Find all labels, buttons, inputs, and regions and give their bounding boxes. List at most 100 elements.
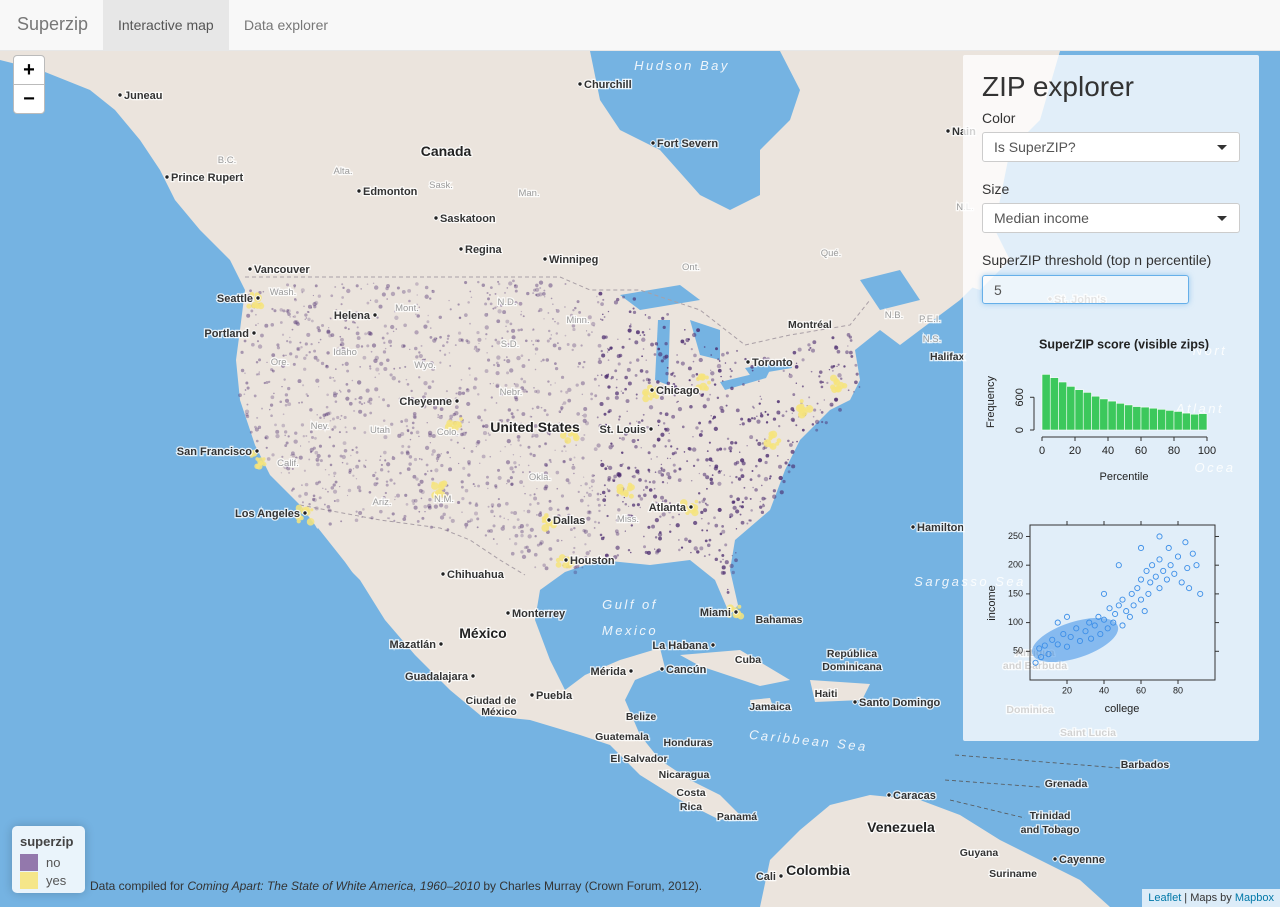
- zip-circle: [705, 504, 707, 506]
- zip-circle: [324, 468, 327, 471]
- size-select[interactable]: Median income: [982, 203, 1240, 233]
- zip-circle: [702, 404, 707, 409]
- zip-circle: [301, 384, 305, 387]
- zip-circle: [498, 419, 501, 422]
- zip-circle: [367, 400, 371, 404]
- zip-circle: [476, 440, 481, 444]
- zip-circle: [729, 516, 732, 519]
- zip-circle: [431, 453, 434, 456]
- zip-circle: [787, 459, 789, 461]
- zip-circle: [600, 302, 604, 306]
- zip-circle: [729, 494, 733, 499]
- zip-circle: [273, 392, 275, 395]
- leaflet-link[interactable]: Leaflet: [1148, 892, 1182, 904]
- zip-circle: [584, 532, 586, 535]
- zip-circle: [635, 330, 640, 335]
- zip-circle: [483, 408, 487, 412]
- zoom-in[interactable]: +: [13, 55, 45, 85]
- superzip-circle: [642, 395, 650, 403]
- zip-circle: [285, 441, 289, 445]
- zip-circle: [610, 442, 613, 445]
- zip-circle: [658, 352, 663, 357]
- zip-circle: [576, 412, 581, 416]
- zip-circle: [340, 414, 343, 417]
- zip-circle: [292, 362, 296, 366]
- zip-circle: [532, 453, 536, 458]
- zip-circle: [618, 418, 621, 421]
- zip-circle: [606, 514, 609, 518]
- scatter-point: [1097, 631, 1104, 638]
- brand[interactable]: Superzip: [17, 14, 89, 34]
- zip-circle: [281, 333, 285, 336]
- zip-circle: [741, 501, 744, 504]
- zip-circle: [755, 439, 758, 442]
- zip-circle: [702, 472, 707, 477]
- y-tick-label: 50: [1013, 646, 1023, 656]
- zip-circle: [491, 345, 494, 348]
- zip-circle: [307, 317, 311, 321]
- zip-circle: [339, 391, 342, 393]
- zip-circle: [271, 353, 276, 357]
- zip-circle: [370, 516, 374, 520]
- zip-circle: [415, 282, 419, 286]
- city-label: Monterrey: [512, 608, 566, 620]
- color-select[interactable]: Is SuperZIP?: [982, 132, 1240, 162]
- zip-circle: [388, 517, 391, 520]
- superzip-circle: [775, 441, 780, 446]
- zip-circle: [320, 361, 325, 366]
- place-label: El Salvador: [610, 753, 667, 765]
- zip-circle: [710, 369, 712, 371]
- tab[interactable]: Data explorer: [244, 17, 329, 33]
- zip-circle: [690, 479, 693, 482]
- threshold-input[interactable]: 5: [982, 275, 1189, 304]
- zip-circle: [719, 447, 723, 451]
- zip-circle: [660, 432, 665, 437]
- zip-circle: [547, 312, 550, 314]
- zip-circle: [575, 444, 577, 446]
- zip-circle: [653, 487, 656, 490]
- zip-circle: [721, 553, 725, 557]
- zip-circle: [509, 538, 511, 540]
- zip-circle: [704, 502, 707, 505]
- zip-circle: [560, 390, 563, 393]
- superzip-circle: [254, 302, 261, 309]
- zip-circle: [689, 404, 693, 409]
- zip-circle: [511, 415, 515, 419]
- zip-circle: [807, 343, 811, 347]
- zip-circle: [373, 358, 378, 363]
- scatter-point: [1036, 645, 1043, 652]
- zip-circle: [600, 349, 603, 353]
- zip-circle: [269, 403, 274, 407]
- zip-circle: [505, 345, 509, 348]
- zip-circle: [264, 435, 269, 440]
- zip-circle: [270, 323, 275, 327]
- city-label: Caracas: [893, 790, 936, 802]
- zip-circle: [368, 365, 372, 368]
- zip-circle: [709, 477, 713, 482]
- zip-circle: [606, 488, 609, 490]
- superzip-circle: [695, 384, 702, 391]
- zip-circle: [521, 412, 526, 416]
- city-label: San Francisco: [177, 446, 252, 458]
- zip-circle: [645, 359, 647, 361]
- zip-circle: [372, 282, 375, 284]
- zip-circle: [693, 546, 698, 551]
- city-dot: [254, 448, 260, 454]
- tab[interactable]: Interactive map: [103, 0, 229, 50]
- zip-circle: [539, 286, 542, 289]
- water-label: Gulf of: [602, 597, 658, 612]
- zip-circle: [602, 298, 605, 301]
- mapbox-link[interactable]: Mapbox: [1234, 892, 1274, 904]
- superzip-circle: [296, 519, 301, 524]
- zip-circle: [409, 348, 411, 351]
- zip-circle: [647, 316, 651, 320]
- zip-circle: [545, 464, 548, 467]
- zip-circle: [636, 358, 640, 362]
- city-label: Houston: [570, 555, 615, 567]
- zip-circle: [514, 533, 519, 538]
- zip-circle: [470, 296, 473, 299]
- zip-circle: [494, 292, 497, 295]
- zip-circle: [328, 411, 332, 415]
- zip-circle: [456, 441, 459, 444]
- zoom-out[interactable]: −: [13, 84, 45, 114]
